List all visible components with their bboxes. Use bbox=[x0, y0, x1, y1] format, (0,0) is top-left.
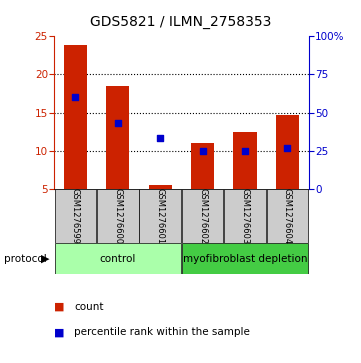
Text: GSM1276603: GSM1276603 bbox=[240, 188, 249, 244]
Bar bbox=[276, 115, 299, 189]
Text: GSM1276602: GSM1276602 bbox=[198, 188, 207, 244]
Bar bbox=[267, 189, 308, 243]
Bar bbox=[182, 189, 223, 243]
Point bbox=[115, 120, 121, 126]
Point bbox=[242, 148, 248, 154]
Bar bbox=[64, 45, 87, 189]
Bar bbox=[97, 189, 139, 243]
Point bbox=[284, 145, 290, 151]
Bar bbox=[106, 86, 130, 189]
Point bbox=[73, 94, 78, 100]
Point bbox=[157, 135, 163, 141]
Text: count: count bbox=[74, 302, 104, 312]
Text: GSM1276604: GSM1276604 bbox=[283, 188, 292, 244]
Text: myofibroblast depletion: myofibroblast depletion bbox=[183, 254, 307, 264]
Bar bbox=[139, 189, 181, 243]
Text: GSM1276599: GSM1276599 bbox=[71, 188, 80, 244]
Text: ■: ■ bbox=[54, 302, 65, 312]
Text: ▶: ▶ bbox=[41, 254, 49, 264]
Bar bbox=[233, 132, 257, 189]
Bar bbox=[55, 243, 181, 274]
Bar bbox=[224, 189, 266, 243]
Text: ■: ■ bbox=[54, 327, 65, 337]
Text: protocol: protocol bbox=[4, 254, 46, 264]
Text: percentile rank within the sample: percentile rank within the sample bbox=[74, 327, 250, 337]
Text: control: control bbox=[100, 254, 136, 264]
Bar bbox=[148, 185, 172, 189]
Text: GDS5821 / ILMN_2758353: GDS5821 / ILMN_2758353 bbox=[90, 15, 271, 29]
Bar bbox=[191, 143, 214, 189]
Point bbox=[200, 148, 205, 154]
Bar bbox=[55, 189, 96, 243]
Text: GSM1276600: GSM1276600 bbox=[113, 188, 122, 244]
Text: GSM1276601: GSM1276601 bbox=[156, 188, 165, 244]
Bar bbox=[182, 243, 308, 274]
